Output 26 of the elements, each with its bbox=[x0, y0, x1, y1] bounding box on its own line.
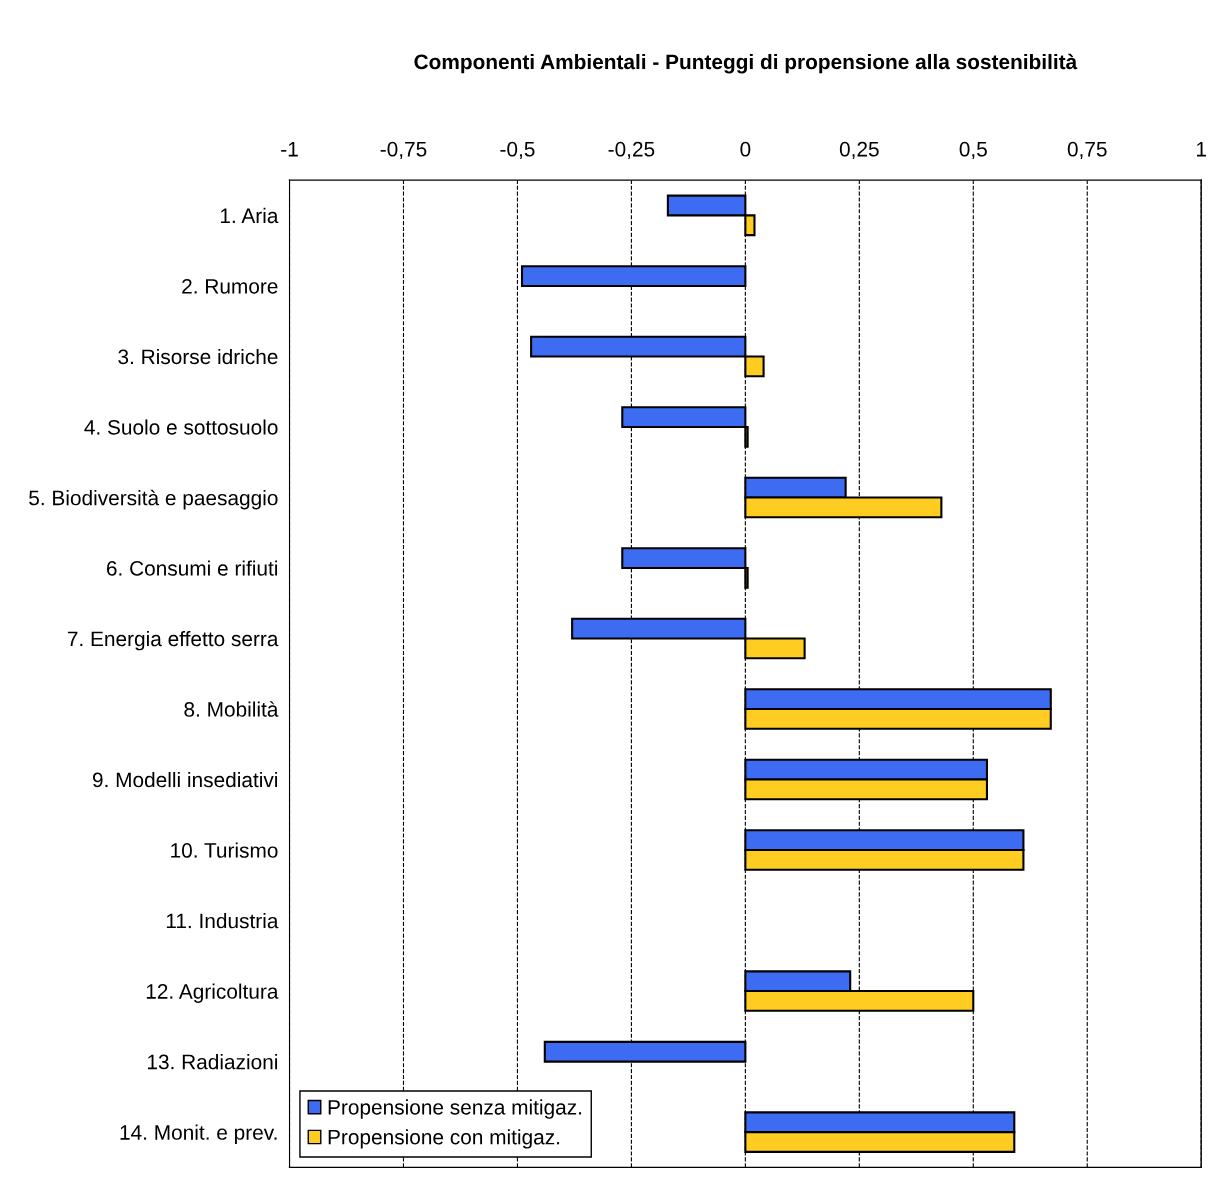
y-tick-label: 3. Risorse idriche bbox=[118, 348, 278, 365]
y-tick-label: 10. Turismo bbox=[171, 842, 278, 858]
x-tick-label: -0,5 bbox=[500, 141, 535, 160]
y-tick-label: 9. Modelli insediativi bbox=[92, 771, 278, 788]
y-tick-label: 4. Suolo e sottosuolo bbox=[84, 419, 278, 435]
y-tick-label: 14. Monit. e prev. bbox=[120, 1124, 277, 1144]
y-tick-label: 6. Consumi e rifiuti bbox=[106, 560, 278, 576]
x-tick-label: 0,5 bbox=[959, 141, 987, 160]
y-tick-label: 12. Agricoltura bbox=[146, 983, 279, 1003]
x-tick-label: 0,25 bbox=[839, 141, 879, 160]
x-tick-label: -1 bbox=[281, 142, 298, 157]
y-tick-label: 13. Radiazioni bbox=[147, 1054, 278, 1070]
y-tick-label: 8. Mobilità bbox=[184, 701, 279, 717]
y-tick-label: 5. Biodiversità e paesaggio bbox=[29, 489, 278, 510]
legend-label: Propensione con mitigaz. bbox=[328, 1129, 560, 1149]
y-tick-label: 1. Aria bbox=[220, 207, 279, 224]
x-tick-label: 0,75 bbox=[1067, 141, 1107, 160]
y-tick-label: 7. Energia effetto serra bbox=[67, 630, 279, 651]
chart-title: Componenti Ambientali - Punteggi di propensione alla sostenibilità bbox=[414, 53, 1078, 74]
x-tick-label: -0,75 bbox=[380, 141, 427, 160]
x-tick-label: 0 bbox=[740, 141, 751, 157]
x-tick-label: -0,25 bbox=[608, 141, 655, 160]
legend-label: Propensione senza mitigaz. bbox=[328, 1099, 582, 1119]
y-tick-label: 11. Industria bbox=[166, 913, 279, 929]
x-tick-label: 1 bbox=[1197, 142, 1206, 157]
y-tick-label: 2. Rumore bbox=[182, 278, 278, 294]
